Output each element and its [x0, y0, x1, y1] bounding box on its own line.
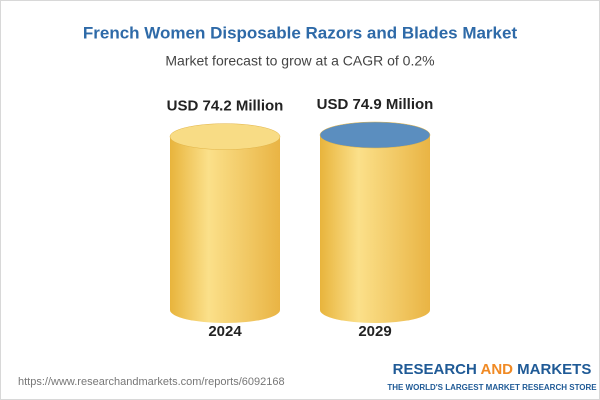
brand-word: MARKETS	[517, 361, 591, 378]
brand-logo: RESEARCH AND MARKETS	[393, 361, 592, 378]
cylinder-top	[169, 123, 281, 150]
brand-word: AND	[480, 361, 513, 378]
value-label: USD 74.2 Million	[167, 98, 284, 115]
cylinder-top	[319, 121, 431, 149]
x-tick-label: 2024	[208, 323, 242, 340]
chart-subtitle: Market forecast to grow at a CAGR of 0.2…	[165, 53, 434, 69]
value-label: USD 74.9 Million	[317, 96, 434, 113]
cylinder-body	[170, 136, 280, 310]
chart-title: French Women Disposable Razors and Blade…	[83, 23, 518, 42]
brand-tagline: THE WORLD'S LARGEST MARKET RESEARCH STOR…	[387, 383, 597, 392]
source-url: https://www.researchandmarkets.com/repor…	[18, 376, 285, 388]
cylinder-body	[320, 135, 430, 310]
brand-word: RESEARCH	[393, 361, 477, 378]
x-tick-label: 2029	[358, 323, 391, 340]
